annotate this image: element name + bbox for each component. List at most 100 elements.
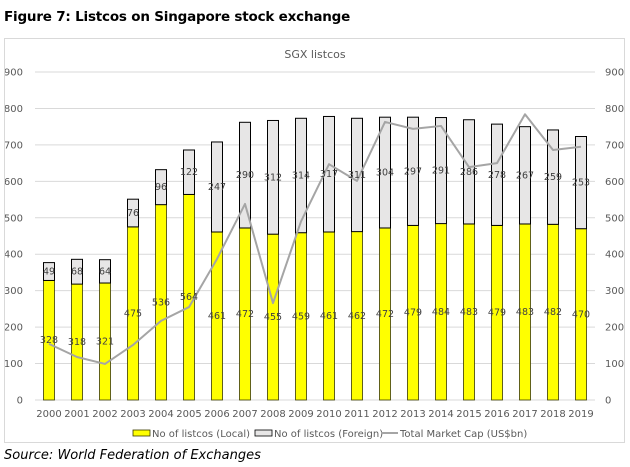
data-label-local: 461 bbox=[320, 311, 338, 322]
y-tick-label-right: 600 bbox=[605, 177, 624, 188]
x-tick-label: 2002 bbox=[92, 409, 117, 420]
x-tick-label: 2006 bbox=[204, 409, 229, 420]
x-tick-label: 2008 bbox=[260, 409, 285, 420]
data-label-foreign: 317 bbox=[320, 169, 338, 180]
bar-foreign bbox=[547, 129, 559, 225]
x-tick-label: 2016 bbox=[484, 409, 509, 420]
data-label-local: 321 bbox=[96, 337, 114, 348]
data-label-local: 459 bbox=[292, 311, 310, 322]
bar-foreign bbox=[155, 169, 167, 206]
chart-svg: SGX listcos 0 100 200 300 400 500 600 700 800 900… bbox=[5, 48, 624, 440]
bar-foreign bbox=[127, 198, 139, 228]
y-tick-label-right: 500 bbox=[605, 213, 624, 224]
data-label-foreign: 286 bbox=[460, 167, 478, 178]
x-tick-label: 2011 bbox=[344, 409, 369, 420]
x-tick-label: 2017 bbox=[512, 409, 537, 420]
y-tick-label-right: 700 bbox=[605, 140, 624, 151]
y-tick-label-right: 100 bbox=[605, 359, 624, 370]
y-axis-left: 0 100 200 300 400 500 600 700 800 900 bbox=[5, 68, 23, 407]
data-label-foreign: 76 bbox=[127, 208, 139, 219]
data-label-local: 462 bbox=[348, 311, 366, 322]
y-tick-label-left: 400 bbox=[5, 250, 23, 261]
bar-foreign bbox=[295, 117, 307, 234]
legend-item: No of listcos (Local) bbox=[132, 429, 250, 440]
x-tick-label: 2007 bbox=[232, 409, 257, 420]
y-tick-label-left: 600 bbox=[5, 177, 23, 188]
bar-foreign bbox=[211, 141, 223, 233]
data-label-local: 475 bbox=[124, 308, 142, 319]
data-label-local: 483 bbox=[460, 307, 478, 318]
y-tick-label-left: 500 bbox=[5, 213, 23, 224]
y-axis-right: 0 100 200 300 400 500 600 700 800 900 bbox=[605, 68, 624, 407]
data-label-foreign: 68 bbox=[71, 267, 83, 278]
bar-foreign bbox=[379, 116, 391, 229]
data-label-foreign: 64 bbox=[99, 266, 111, 277]
market-cap-polyline bbox=[48, 113, 582, 365]
y-tick-label-right: 0 bbox=[605, 396, 611, 407]
data-label-local: 483 bbox=[516, 307, 534, 318]
data-label-local: 328 bbox=[40, 335, 58, 346]
x-tick-label: 2003 bbox=[120, 409, 145, 420]
legend-swatch bbox=[132, 429, 151, 437]
data-label-foreign: 314 bbox=[292, 171, 310, 182]
bar-foreign bbox=[407, 116, 419, 226]
bar-foreign bbox=[71, 258, 83, 285]
data-label-foreign: 304 bbox=[376, 168, 394, 179]
data-label-local: 564 bbox=[180, 292, 198, 303]
market-cap-line bbox=[48, 113, 582, 365]
x-tick-label: 2004 bbox=[148, 409, 173, 420]
y-tick-label-right: 300 bbox=[605, 286, 624, 297]
data-label-foreign: 247 bbox=[208, 182, 226, 193]
y-tick-label-left: 0 bbox=[17, 396, 23, 407]
x-tick-label: 2018 bbox=[540, 409, 565, 420]
data-label-local: 455 bbox=[264, 312, 282, 323]
data-label-local: 536 bbox=[152, 297, 170, 308]
bar-foreign bbox=[575, 136, 587, 230]
y-tick-label-right: 900 bbox=[605, 68, 624, 79]
bar-foreign bbox=[99, 259, 111, 284]
x-tick-label: 2019 bbox=[568, 409, 593, 420]
x-tick-label: 2005 bbox=[176, 409, 201, 420]
data-label-foreign: 291 bbox=[432, 166, 450, 177]
bar-foreign bbox=[267, 119, 279, 235]
data-labels: 328 49 318 68 321 64 475 76 536 96 564 122 461 247 472… bbox=[40, 166, 590, 348]
data-label-foreign: 278 bbox=[488, 170, 506, 181]
legend-label: No of listcos (Local) bbox=[152, 429, 250, 440]
x-tick-label: 2014 bbox=[428, 409, 453, 420]
legend-label: Total Market Cap (US$bn) bbox=[399, 429, 527, 440]
bars bbox=[43, 115, 587, 401]
bar-foreign bbox=[183, 149, 195, 195]
source-note: Source: World Federation of Exchanges bbox=[4, 448, 261, 463]
x-tick-label: 2001 bbox=[64, 409, 89, 420]
data-label-foreign: 267 bbox=[516, 170, 534, 181]
bar-foreign bbox=[239, 121, 251, 229]
y-tick-label-right: 400 bbox=[605, 250, 624, 261]
data-label-local: 482 bbox=[544, 307, 562, 318]
legend-label: No of listcos (Foreign) bbox=[274, 429, 383, 440]
bar-foreign bbox=[463, 119, 475, 225]
y-tick-label-right: 800 bbox=[605, 104, 624, 115]
data-label-local: 470 bbox=[572, 309, 590, 320]
bar-foreign bbox=[435, 117, 447, 225]
figure-title: Figure 7: Listcos on Singapore stock exc… bbox=[4, 9, 351, 25]
data-label-foreign: 253 bbox=[572, 178, 590, 189]
data-label-local: 472 bbox=[376, 309, 394, 320]
y-tick-label-left: 700 bbox=[5, 140, 23, 151]
y-tick-label-left: 100 bbox=[5, 359, 23, 370]
gridlines bbox=[35, 71, 595, 401]
bar-foreign bbox=[519, 126, 531, 225]
data-label-foreign: 122 bbox=[180, 167, 198, 178]
data-label-local: 472 bbox=[236, 309, 254, 320]
data-label-foreign: 311 bbox=[348, 170, 366, 181]
x-tick-label: 2000 bbox=[36, 409, 61, 420]
data-label-foreign: 297 bbox=[404, 166, 422, 177]
x-tick-label: 2009 bbox=[288, 409, 313, 420]
legend-swatch bbox=[254, 429, 273, 437]
legend-item: No of listcos (Foreign) bbox=[254, 429, 383, 440]
bar-foreign bbox=[43, 262, 55, 281]
x-tick-label: 2010 bbox=[316, 409, 341, 420]
data-label-foreign: 259 bbox=[544, 172, 562, 183]
x-tick-label: 2012 bbox=[372, 409, 397, 420]
data-label-foreign: 49 bbox=[43, 267, 55, 278]
y-tick-label-left: 200 bbox=[5, 323, 23, 334]
